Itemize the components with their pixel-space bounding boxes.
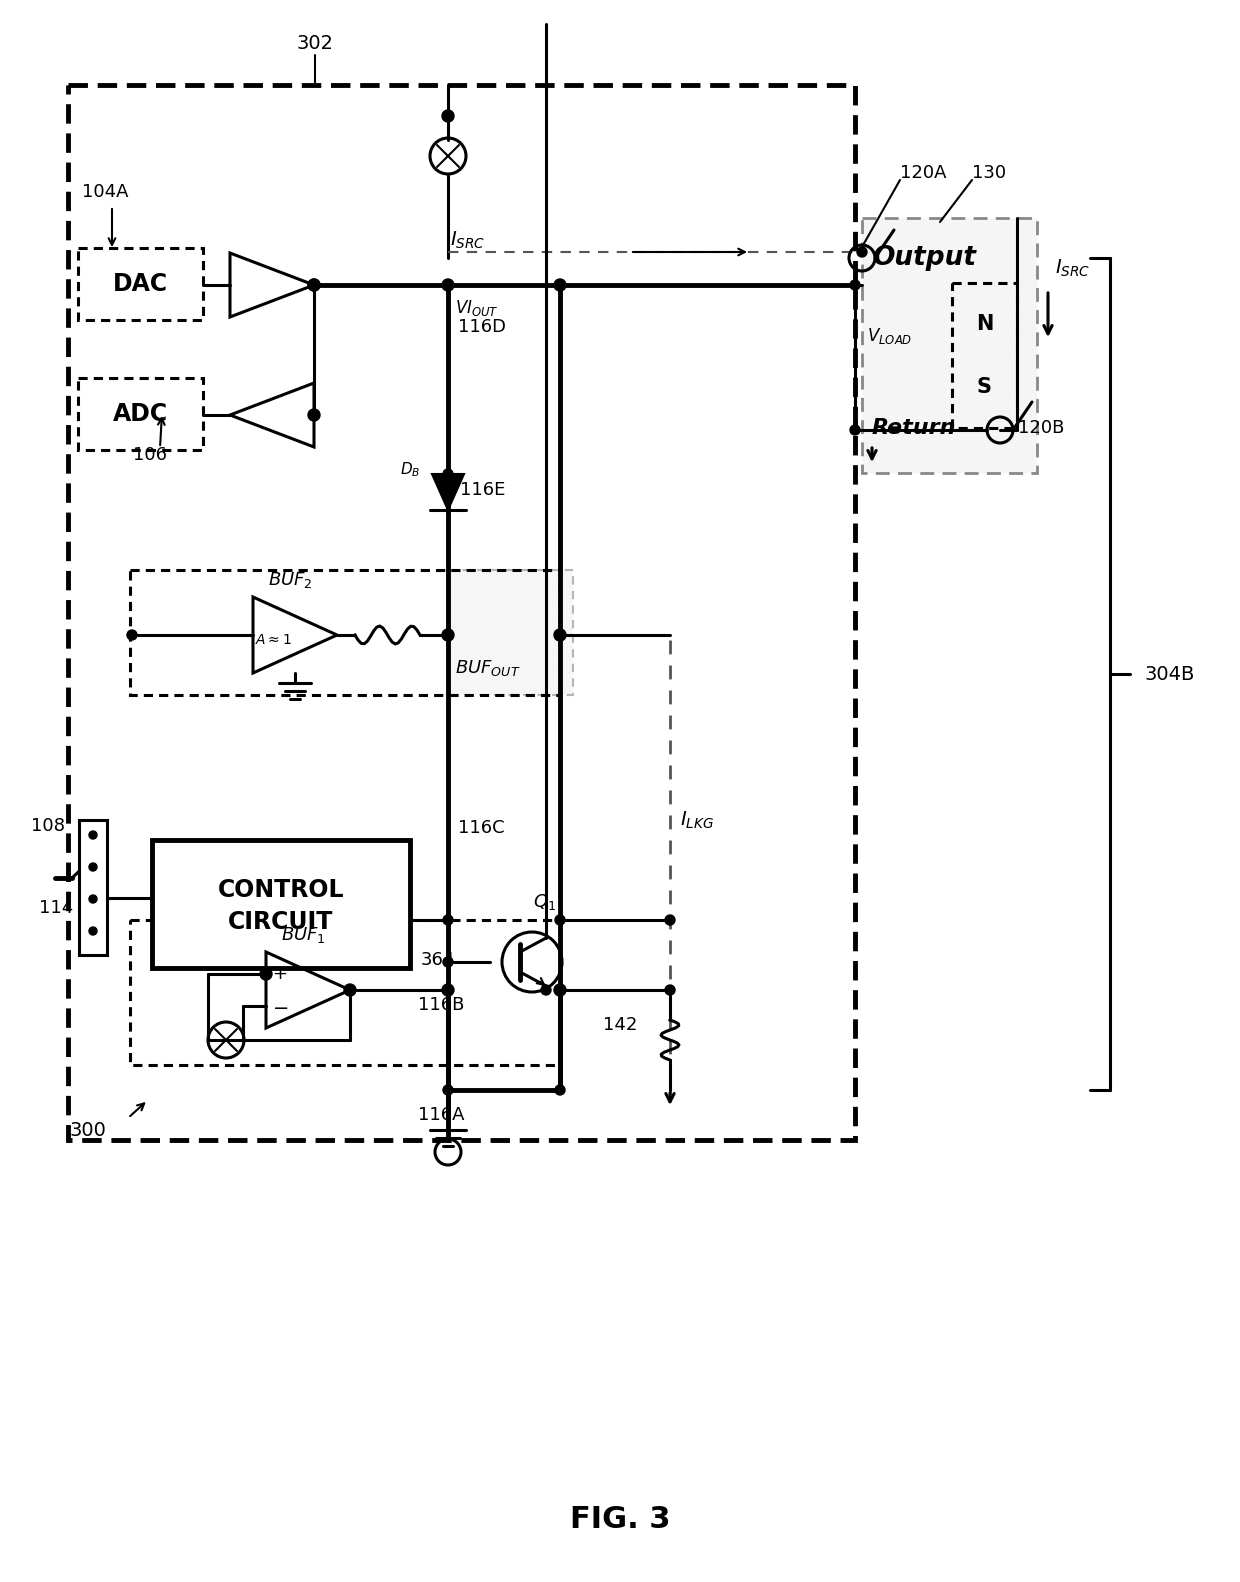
Circle shape [541,986,551,995]
Text: +: + [273,965,288,982]
Circle shape [89,831,97,838]
Text: 304B: 304B [1145,664,1195,683]
Text: 120B: 120B [1018,419,1064,437]
Circle shape [556,1085,565,1095]
Text: $BUF_2$: $BUF_2$ [268,570,312,590]
Text: 116B: 116B [418,997,464,1014]
Text: 114: 114 [38,899,73,918]
Text: $BUF_1$: $BUF_1$ [280,925,325,944]
Circle shape [308,278,320,291]
Circle shape [665,986,675,995]
Text: 116C: 116C [458,819,505,837]
FancyBboxPatch shape [153,840,410,968]
Text: $Q_1$: $Q_1$ [533,892,557,911]
FancyBboxPatch shape [79,819,107,956]
Text: $A\approx 1$: $A\approx 1$ [254,633,291,647]
Text: $VI_{OUT}$: $VI_{OUT}$ [455,297,498,318]
Circle shape [441,278,454,291]
Text: 104A: 104A [82,184,128,201]
Text: DAC: DAC [113,272,169,296]
Circle shape [89,864,97,872]
Text: $I_{SRC}$: $I_{SRC}$ [450,229,485,250]
Circle shape [89,895,97,903]
Text: 142: 142 [603,1016,637,1035]
Text: $V_{LOAD}$: $V_{LOAD}$ [867,326,913,346]
Text: ADC: ADC [113,402,169,426]
FancyBboxPatch shape [448,570,573,694]
Circle shape [443,468,453,479]
Text: S: S [977,378,992,397]
Circle shape [556,914,565,925]
Text: N: N [976,313,993,334]
Text: 116A: 116A [418,1106,465,1123]
Text: Return: Return [872,418,956,438]
Text: $I_{SRC}$: $I_{SRC}$ [1055,258,1090,278]
Circle shape [554,278,565,291]
Circle shape [849,426,861,435]
Text: 106: 106 [133,446,167,464]
Text: 108: 108 [31,816,64,835]
Text: 130: 130 [972,165,1006,182]
Circle shape [443,1085,453,1095]
Circle shape [441,984,454,997]
Text: CIRCUIT: CIRCUIT [228,910,334,933]
Circle shape [556,986,565,995]
Text: 300: 300 [69,1120,107,1139]
Text: 116D: 116D [458,318,506,335]
Text: 364: 364 [420,951,455,970]
Text: FIG. 3: FIG. 3 [569,1506,671,1535]
Circle shape [554,630,565,641]
Polygon shape [432,475,464,509]
Text: Output: Output [872,245,976,271]
Circle shape [89,927,97,935]
Circle shape [443,914,453,925]
Circle shape [443,957,453,967]
FancyBboxPatch shape [862,218,1037,473]
Circle shape [126,630,136,641]
Text: CONTROL: CONTROL [218,878,345,902]
Circle shape [308,410,320,421]
Circle shape [857,247,867,256]
Circle shape [309,280,319,290]
Text: $-$: $-$ [272,997,288,1016]
Text: $I_{LKG}$: $I_{LKG}$ [680,810,714,831]
Text: 302: 302 [296,33,334,52]
Circle shape [849,280,861,290]
Circle shape [665,914,675,925]
Circle shape [441,630,454,641]
Circle shape [554,984,565,997]
Text: 120A: 120A [900,165,946,182]
Circle shape [308,278,320,291]
Text: $BUF_{OUT}$: $BUF_{OUT}$ [455,658,521,679]
Circle shape [343,984,356,997]
Circle shape [441,111,454,122]
Text: 116E: 116E [460,481,506,498]
Text: $D_B$: $D_B$ [399,460,420,479]
Circle shape [260,968,272,979]
